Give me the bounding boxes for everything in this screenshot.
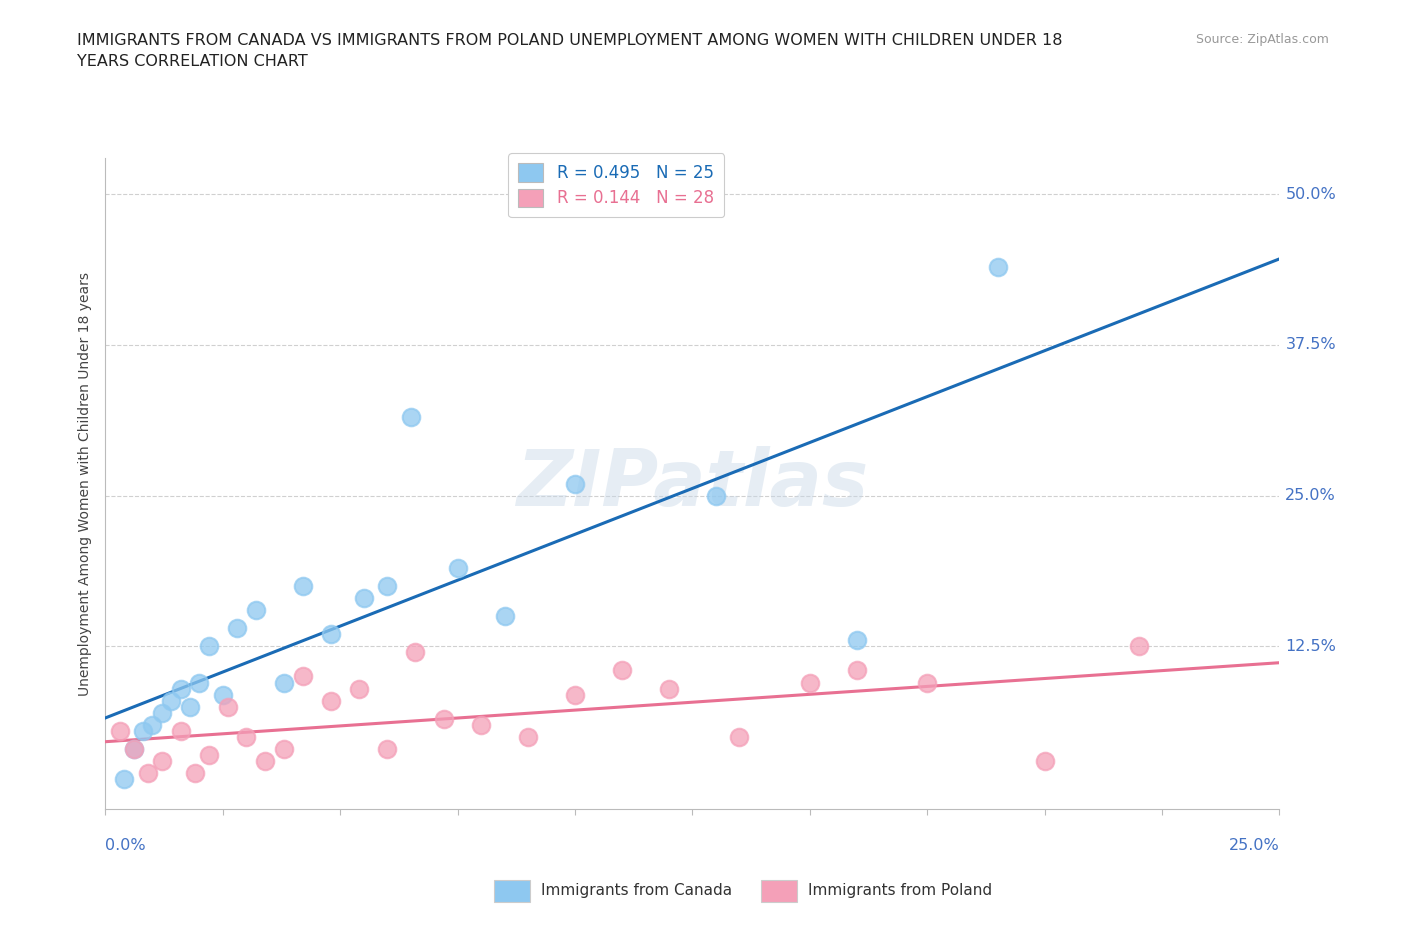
Point (987, 259, 1010, 274)
Point (291, 669, 314, 684)
Point (799, 675, 821, 690)
Point (404, 644, 426, 659)
Point (845, 633, 868, 648)
Point (150, 705, 173, 720)
Point (704, 488, 727, 503)
Point (319, 693, 342, 708)
Text: 25.0%: 25.0% (1285, 488, 1336, 503)
Point (728, 729, 751, 744)
Point (273, 741, 295, 756)
Point (432, 711, 454, 726)
Text: IMMIGRANTS FROM CANADA VS IMMIGRANTS FROM POLAND UNEMPLOYMENT AMONG WOMEN WITH C: IMMIGRANTS FROM CANADA VS IMMIGRANTS FRO… (77, 33, 1063, 69)
Point (122, 741, 145, 756)
Point (197, 639, 219, 654)
Text: 0.0%: 0.0% (105, 839, 146, 854)
Point (188, 675, 211, 690)
Point (122, 741, 145, 756)
Point (132, 724, 155, 738)
Point (179, 699, 201, 714)
Point (150, 753, 173, 768)
Point (245, 603, 267, 618)
Text: Source: ZipAtlas.com: Source: ZipAtlas.com (1195, 33, 1329, 46)
Point (517, 729, 540, 744)
Y-axis label: Unemployment Among Women with Children Under 18 years: Unemployment Among Women with Children U… (79, 272, 93, 696)
Point (197, 748, 219, 763)
Point (915, 675, 938, 690)
Point (273, 675, 295, 690)
Point (564, 476, 586, 491)
Point (217, 699, 239, 714)
Point (375, 578, 398, 593)
Point (446, 561, 468, 576)
Point (494, 609, 516, 624)
Text: ZIPatlas: ZIPatlas (516, 445, 869, 522)
Text: Immigrants from Canada: Immigrants from Canada (541, 884, 733, 898)
Point (226, 621, 249, 636)
Point (470, 717, 492, 732)
Point (254, 753, 277, 768)
Point (141, 717, 163, 732)
Point (399, 410, 422, 425)
Text: 37.5%: 37.5% (1285, 338, 1336, 352)
Point (211, 687, 233, 702)
Point (136, 765, 159, 780)
Point (160, 693, 183, 708)
Point (291, 578, 314, 593)
Point (564, 687, 586, 702)
Point (353, 591, 375, 605)
Text: Immigrants from Poland: Immigrants from Poland (808, 884, 993, 898)
Point (610, 663, 633, 678)
Point (1033, 753, 1056, 768)
Point (108, 724, 131, 738)
Point (347, 681, 370, 696)
Legend: R = 0.495   N = 25, R = 0.144   N = 28: R = 0.495 N = 25, R = 0.144 N = 28 (509, 153, 724, 218)
Point (169, 681, 191, 696)
Point (319, 627, 342, 642)
Point (1128, 639, 1150, 654)
Point (375, 741, 398, 756)
Point (845, 663, 868, 678)
Text: 50.0%: 50.0% (1285, 187, 1336, 202)
Text: 25.0%: 25.0% (1229, 839, 1279, 854)
Point (658, 681, 681, 696)
Point (169, 724, 191, 738)
Point (112, 772, 135, 787)
Point (183, 765, 205, 780)
Point (235, 729, 257, 744)
Text: 12.5%: 12.5% (1285, 639, 1336, 654)
